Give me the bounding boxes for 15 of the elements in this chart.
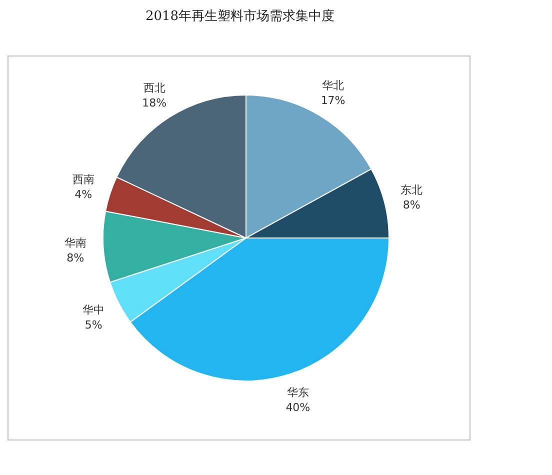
- data-label: 4%: [74, 188, 92, 202]
- data-label: 17%: [320, 94, 346, 107]
- data-label: 8%: [402, 198, 420, 212]
- slice-label: 华南: [64, 236, 86, 250]
- slice-label: 华中: [82, 304, 105, 317]
- slice-label: 华东: [286, 386, 309, 399]
- data-label: 8%: [66, 252, 84, 265]
- slice-label: 东北: [400, 183, 423, 196]
- data-label: 5%: [84, 318, 102, 332]
- chart-title: 2018年再生塑料市场需求集中度: [145, 8, 335, 24]
- data-label: 40%: [286, 400, 310, 414]
- slice-label: 华北: [322, 78, 344, 92]
- slice-label: 西北: [143, 82, 166, 95]
- data-label: 18%: [142, 96, 167, 110]
- slice-label: 西南: [72, 173, 94, 186]
